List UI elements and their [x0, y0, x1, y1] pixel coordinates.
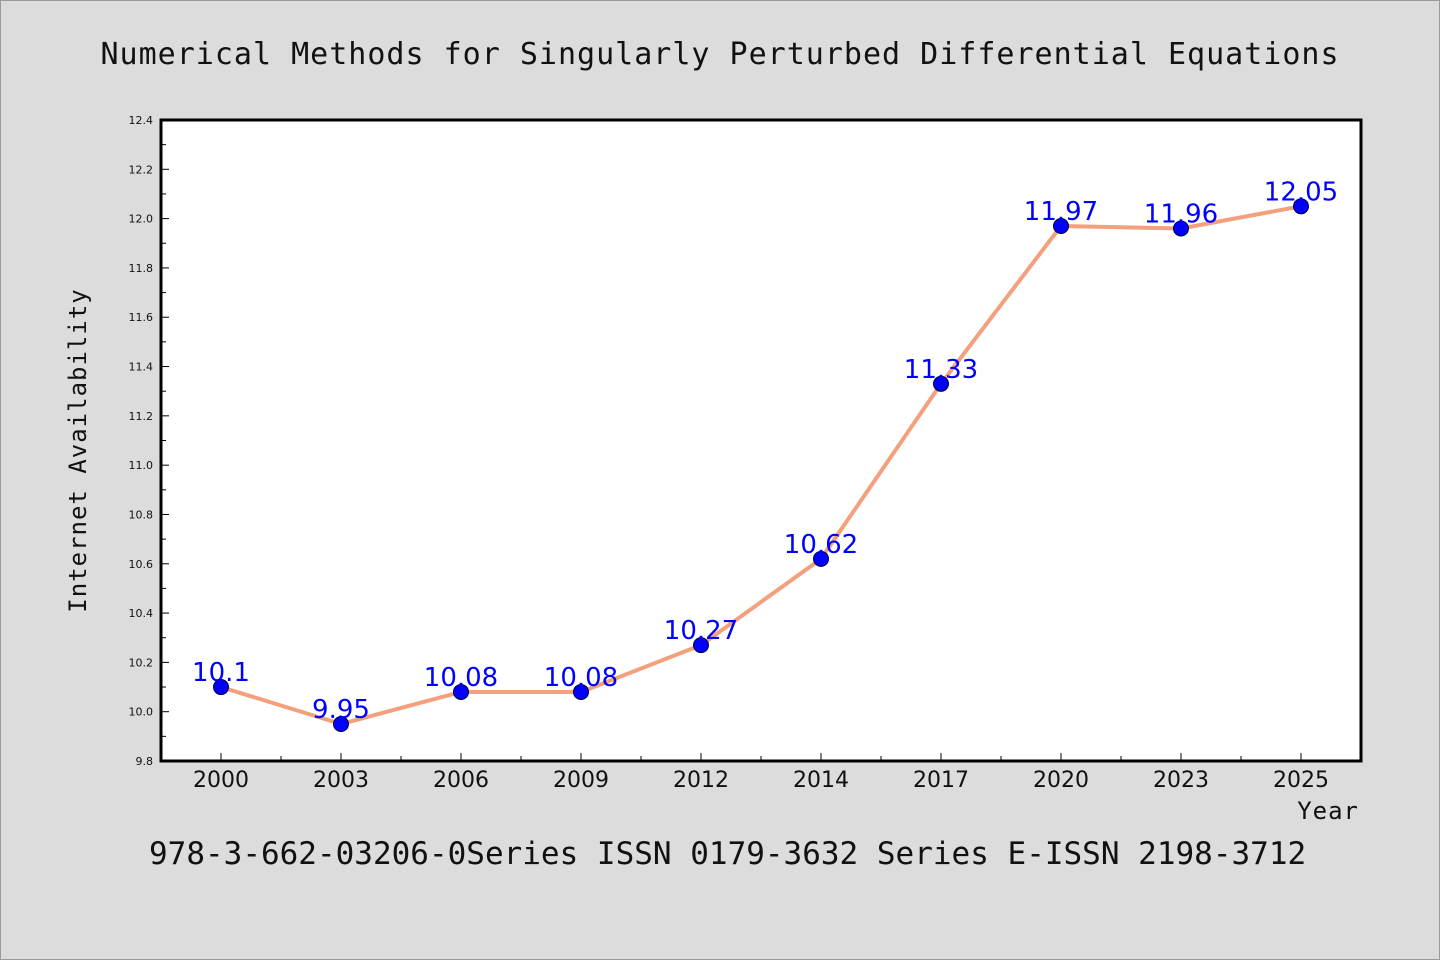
- x-axis: 2000 2003 2006 2009 2012 2014 2017 2020 2023 2025: [193, 753, 1329, 793]
- footer-isbn-text: 978-3-662-03206-0Series ISSN 0179-3632 S…: [149, 836, 1306, 872]
- data-label: 10.27: [664, 616, 738, 646]
- data-label: 11.96: [1144, 199, 1218, 229]
- data-point: [933, 375, 949, 392]
- data-point: [1053, 218, 1069, 235]
- series-layer: 10.1 9.95 10.08 10.08 10.27 10.62 11.33 11.97 11…: [192, 177, 1338, 733]
- x-axis-title: Year: [1297, 797, 1359, 825]
- y-tick-label: 10.2: [129, 656, 154, 669]
- y-tick-label: 10.0: [129, 706, 154, 719]
- data-point: [213, 679, 229, 696]
- x-tick-label: 2009: [553, 768, 609, 793]
- x-tick-label: 2014: [793, 768, 849, 793]
- x-tick-label: 2003: [313, 768, 369, 793]
- data-label: 9.95: [312, 695, 370, 725]
- x-tick-label: 2017: [913, 768, 969, 793]
- data-label: 11.33: [904, 355, 978, 385]
- data-point: [693, 637, 709, 654]
- x-tick-label: 2000: [193, 768, 249, 793]
- y-tick-label: 10.8: [129, 508, 154, 521]
- data-point: [813, 550, 829, 567]
- y-tick-label: 10.4: [129, 607, 154, 620]
- chart-title: Numerical Methods for Singularly Perturb…: [101, 37, 1340, 72]
- y-tick-label: 10.6: [129, 558, 154, 571]
- x-tick-label: 2023: [1153, 768, 1209, 793]
- y-axis: 9.8 10.0 10.2 10.4 10.6 10.8 11.0 11.2 11.4 11.6 1…: [129, 114, 169, 768]
- y-tick-label: 12.4: [129, 114, 154, 127]
- data-point: [453, 683, 469, 700]
- data-label: 10.62: [784, 530, 858, 560]
- x-tick-label: 2025: [1273, 768, 1329, 793]
- data-label: 10.08: [544, 663, 618, 693]
- data-label: 12.05: [1264, 177, 1338, 207]
- series-line: [220, 204, 1302, 727]
- y-tick-label: 12.2: [129, 163, 154, 176]
- x-tick-label: 2006: [433, 768, 489, 793]
- data-label: 10.1: [192, 658, 250, 688]
- y-tick-label: 11.6: [129, 311, 154, 324]
- y-axis-title: Internet Availability: [64, 288, 92, 612]
- data-label: 10.08: [424, 663, 498, 693]
- y-tick-label: 11.8: [129, 262, 154, 275]
- data-point: [1293, 198, 1309, 215]
- x-tick-label: 2020: [1033, 768, 1089, 793]
- data-point: [573, 683, 589, 700]
- y-tick-label: 9.8: [136, 755, 154, 768]
- y-tick-label: 11.2: [129, 410, 154, 423]
- y-tick-label: 11.0: [129, 459, 154, 472]
- y-tick-label: 12.0: [129, 213, 154, 226]
- x-tick-label: 2012: [673, 768, 729, 793]
- data-point: [1173, 220, 1189, 237]
- data-point: [333, 716, 349, 733]
- y-tick-label: 11.4: [129, 361, 154, 374]
- data-label: 11.97: [1024, 197, 1098, 227]
